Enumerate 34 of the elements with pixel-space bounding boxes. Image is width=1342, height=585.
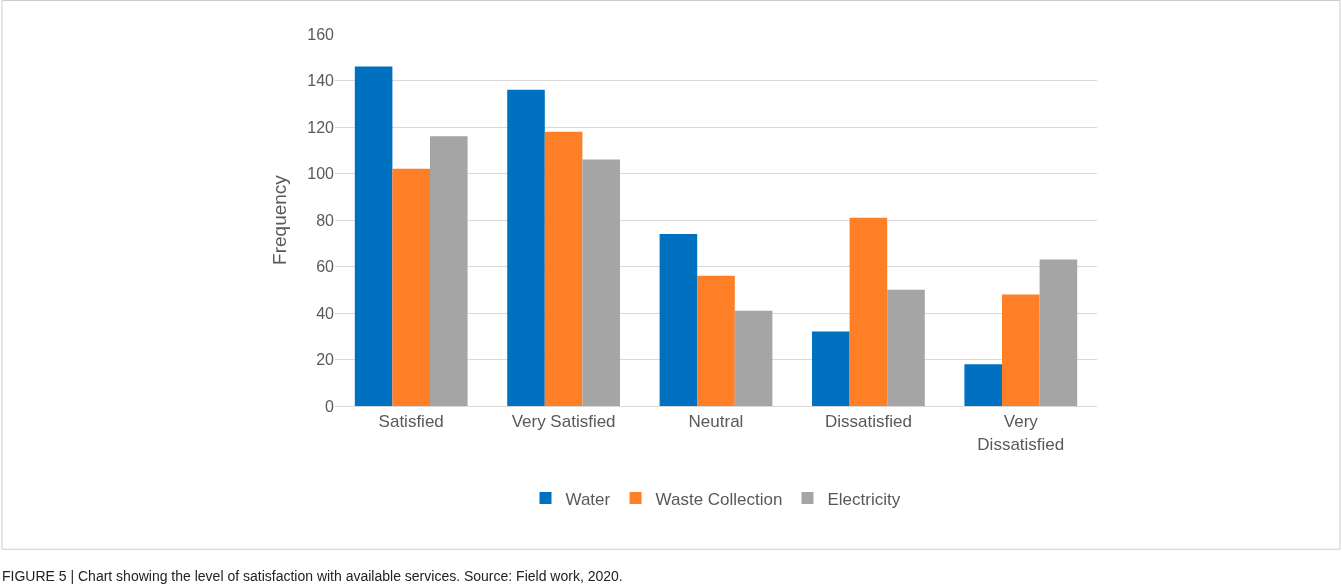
bar bbox=[812, 331, 850, 406]
bar bbox=[964, 364, 1002, 406]
y-tick-label: 20 bbox=[316, 351, 335, 369]
x-tick-label: Very Satisfied bbox=[511, 412, 616, 432]
bar bbox=[392, 168, 430, 406]
bar bbox=[849, 217, 888, 406]
bar bbox=[354, 66, 393, 406]
y-tick-label: 140 bbox=[307, 72, 335, 90]
bar bbox=[544, 131, 583, 406]
bar bbox=[734, 310, 773, 406]
bar bbox=[430, 136, 468, 406]
bar bbox=[582, 159, 620, 406]
legend-label: Water bbox=[565, 489, 611, 509]
x-tick-label: Neutral bbox=[688, 412, 744, 432]
bar bbox=[887, 289, 925, 406]
legend-label: Waste Collection bbox=[655, 489, 783, 509]
bar bbox=[697, 275, 735, 406]
y-axis-title: Frequency bbox=[269, 174, 291, 265]
y-tick-label: 60 bbox=[316, 258, 335, 276]
bar bbox=[1039, 259, 1078, 406]
caption: FIGURE 5 | Chart showing the level of satisfaction with available services. Source: Field work, 2020. bbox=[2, 568, 623, 584]
x-tick-label: Dissatisfied bbox=[824, 412, 912, 432]
y-tick-label: 120 bbox=[307, 118, 335, 136]
legend-label: Electricity bbox=[827, 489, 901, 509]
x-tick-label: Very Dissatisfied bbox=[977, 412, 1065, 454]
bar bbox=[1002, 294, 1040, 406]
x-tick-label: Satisfied bbox=[378, 412, 444, 432]
bar bbox=[659, 233, 698, 406]
bar bbox=[507, 89, 545, 406]
y-tick-label: 0 bbox=[325, 397, 335, 415]
y-tick-label: 100 bbox=[307, 165, 335, 183]
y-tick-label: 160 bbox=[307, 25, 335, 43]
y-tick-label: 40 bbox=[316, 304, 335, 322]
y-tick-label: 80 bbox=[316, 211, 335, 229]
